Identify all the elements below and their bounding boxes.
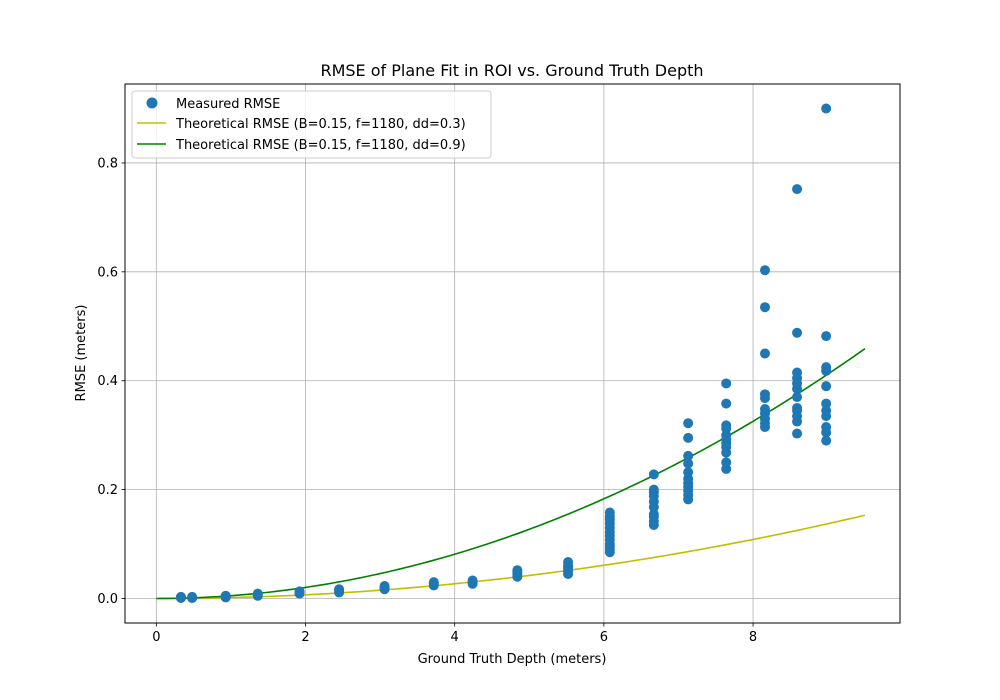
legend-marker-measured <box>146 97 158 109</box>
y-tick-label: 0.0 <box>97 592 118 607</box>
measured-point <box>821 331 832 342</box>
measured-points <box>175 103 832 603</box>
measured-point <box>683 458 694 469</box>
measured-point <box>792 367 803 378</box>
measured-point <box>721 420 732 431</box>
measured-point <box>428 577 439 588</box>
measured-point <box>648 469 659 480</box>
measured-point <box>792 327 803 338</box>
measured-point <box>821 398 832 409</box>
measured-point <box>821 405 832 416</box>
y-tick-label: 0.8 <box>97 156 118 171</box>
measured-point <box>379 580 390 591</box>
measured-point <box>683 450 694 461</box>
measured-point <box>252 588 263 599</box>
x-tick-label: 4 <box>451 630 459 645</box>
x-tick-label: 0 <box>152 630 160 645</box>
measured-point <box>792 184 803 195</box>
measured-point <box>187 591 198 602</box>
y-axis-label: RMSE (meters) <box>74 305 89 402</box>
measured-point <box>683 432 694 443</box>
legend-label-theory-dd03: Theoretical RMSE (B=0.15, f=1180, dd=0.3… <box>175 117 466 132</box>
measured-point <box>563 557 574 568</box>
measured-point <box>792 428 803 439</box>
measured-point <box>759 389 770 400</box>
measured-point <box>721 398 732 409</box>
grid <box>125 84 900 623</box>
measured-point <box>294 586 305 597</box>
measured-point <box>759 302 770 313</box>
legend-box <box>131 90 492 159</box>
chart-title: RMSE of Plane Fit in ROI vs. Ground Trut… <box>320 61 703 80</box>
measured-point <box>648 509 659 520</box>
measured-point <box>792 402 803 413</box>
measured-point <box>759 404 770 415</box>
y-tick-label: 0.4 <box>97 374 118 389</box>
measured-point <box>721 378 732 389</box>
measured-point <box>512 565 523 576</box>
y-tick-label: 0.2 <box>97 483 118 498</box>
legend-label-theory-dd09: Theoretical RMSE (B=0.15, f=1180, dd=0.9… <box>175 138 466 153</box>
measured-point <box>792 392 803 403</box>
measured-point <box>220 590 231 601</box>
x-tick-label: 6 <box>600 630 608 645</box>
measured-point <box>759 348 770 359</box>
measured-point <box>334 584 345 595</box>
measured-point <box>683 467 694 478</box>
legend: Measured RMSE Theoretical RMSE (B=0.15, … <box>131 90 492 159</box>
theory-line-2 <box>156 348 866 600</box>
measured-point <box>821 103 832 114</box>
measured-point <box>821 435 832 446</box>
y-tick-label: 0.6 <box>97 265 118 280</box>
theory-lines <box>156 348 866 600</box>
measured-point <box>648 484 659 495</box>
x-tick-label: 8 <box>749 630 757 645</box>
x-tick-label: 2 <box>301 630 309 645</box>
measured-point <box>467 575 478 586</box>
measured-point <box>759 265 770 276</box>
measured-point <box>821 422 832 432</box>
x-axis-ticks: 0 2 4 6 8 <box>152 623 757 645</box>
measured-point <box>175 591 186 602</box>
measured-point <box>683 418 694 429</box>
x-axis-label: Ground Truth Depth (meters) <box>418 652 607 667</box>
measured-point <box>821 362 832 373</box>
measured-point <box>821 381 832 392</box>
axes-frame <box>124 83 901 624</box>
measured-point <box>721 457 732 468</box>
theory-line-1 <box>156 514 866 600</box>
legend-label-measured: Measured RMSE <box>176 97 280 112</box>
measured-point <box>604 507 615 518</box>
y-axis-ticks: 0.0 0.2 0.4 0.6 0.8 <box>97 156 125 607</box>
plot-area <box>156 103 866 603</box>
